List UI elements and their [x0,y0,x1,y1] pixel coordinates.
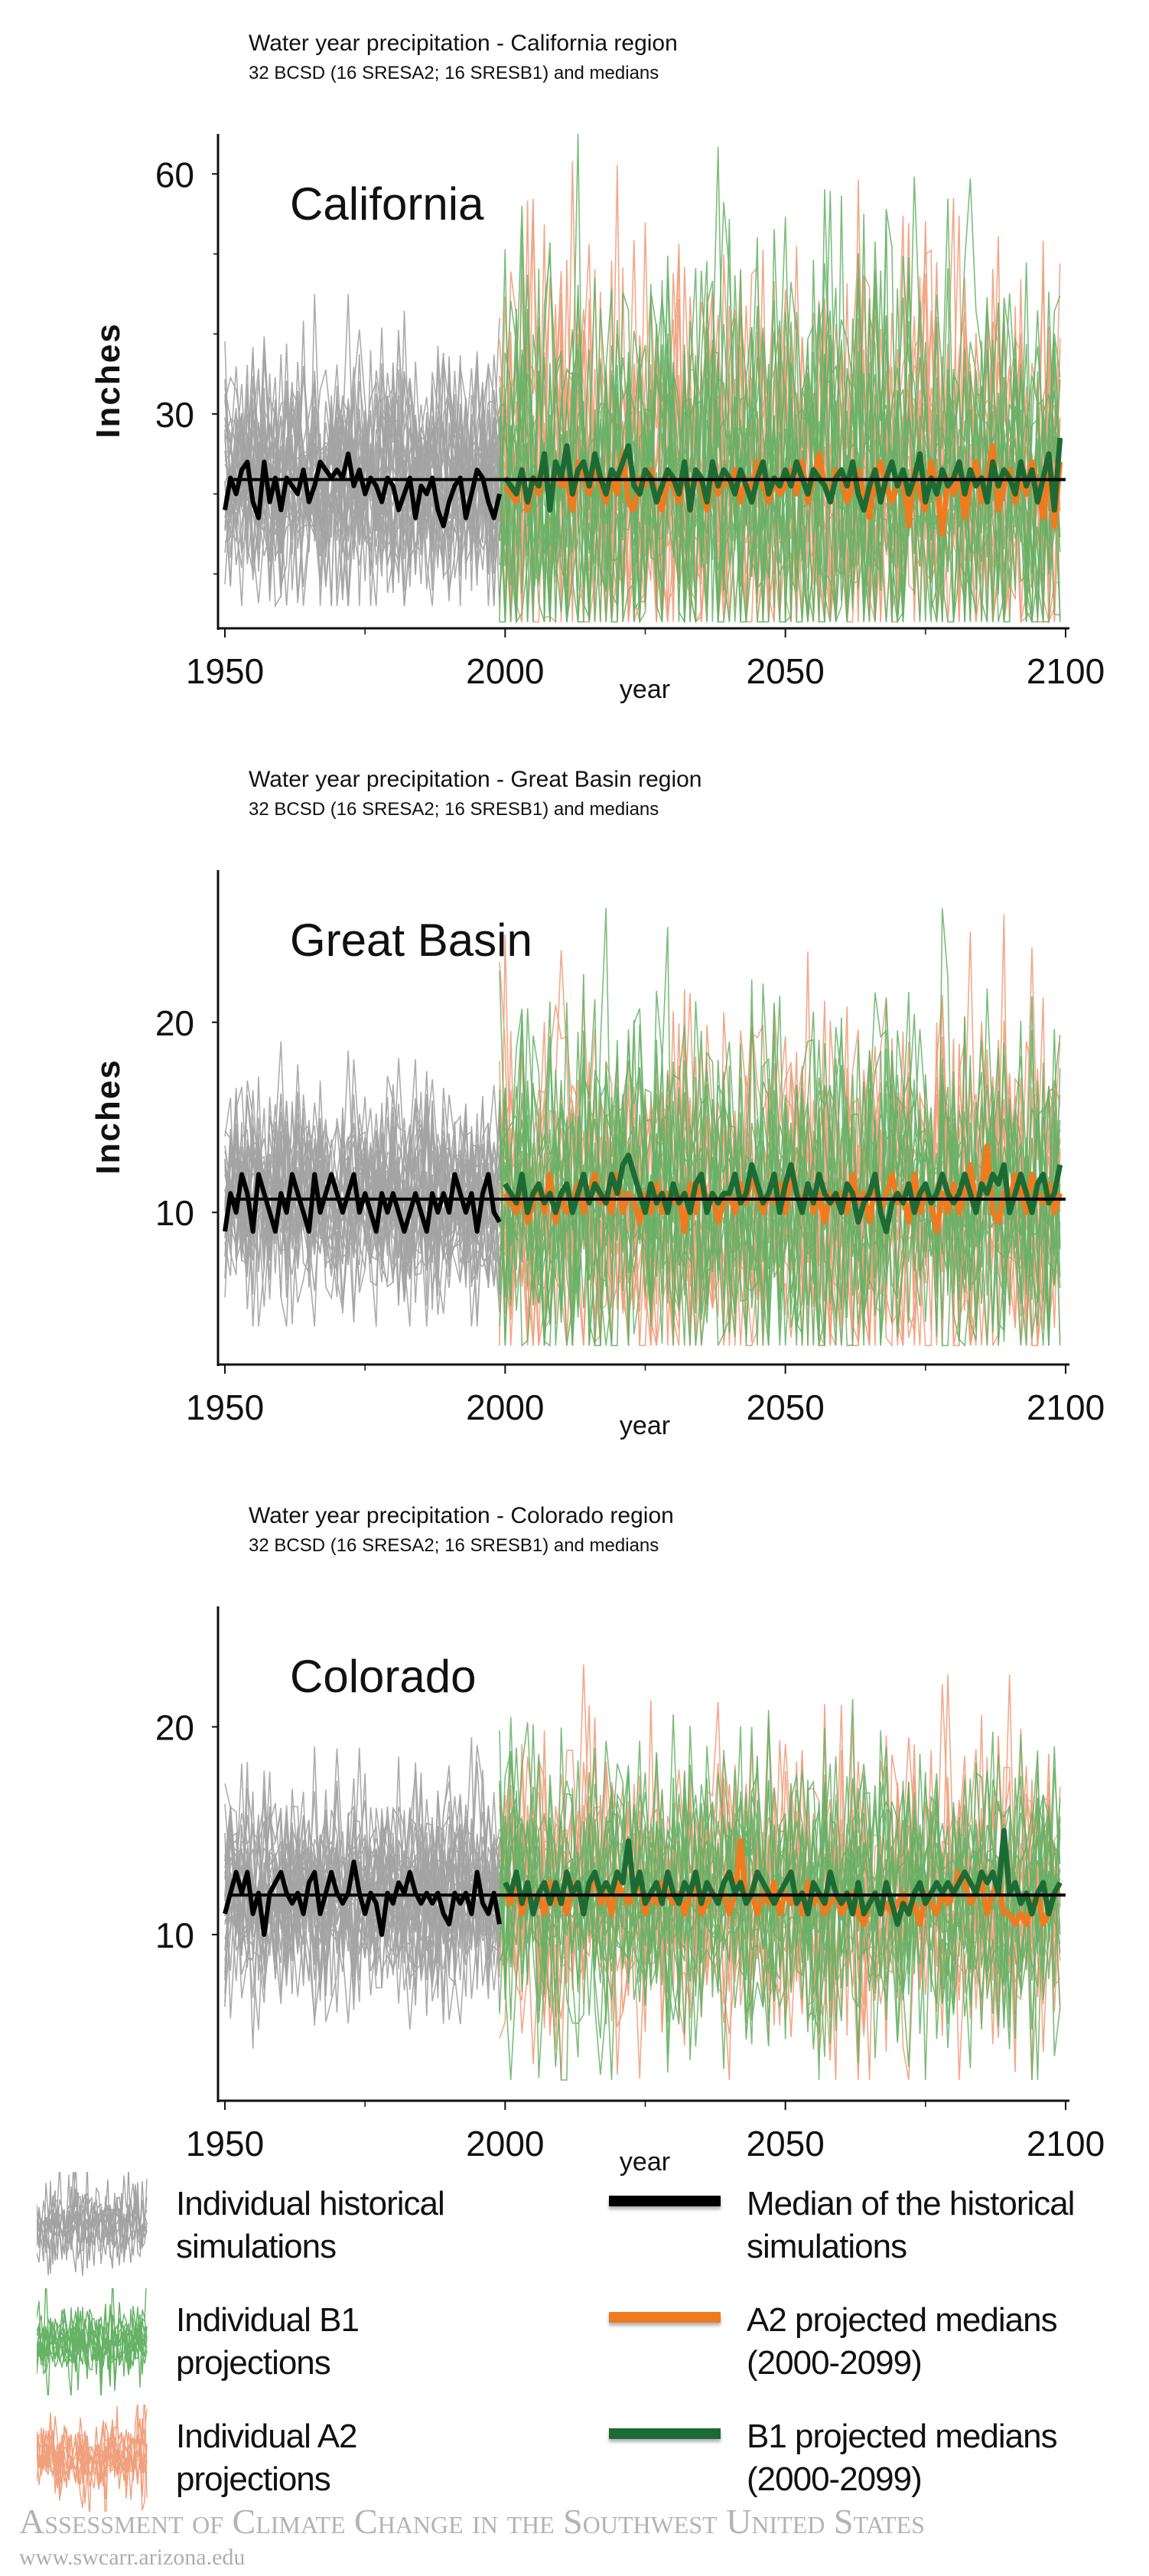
b1-projection-line [499,254,1061,623]
chart-subtitle: 32 BCSD (16 SRESA2; 16 SRESB1) and media… [249,63,659,83]
y-tick-label: 20 [155,1707,194,1747]
legend-label-line2: simulations [747,2228,907,2265]
y-tick-label: 20 [155,1003,194,1043]
region-label: Great Basin [290,915,532,966]
chart-title: Water year precipitation - Great Basin r… [249,767,702,792]
y-axis-label: Inches [90,1058,127,1174]
plot-california: 1950 2000 2050 2100 30 60 California Inches year [90,133,1105,704]
legend-label-line2: simulations [176,2228,337,2265]
x-axis-label: year [620,1411,670,1440]
legend-swatch-historical-median [609,2196,721,2206]
plot-colorado: 1950 2000 2050 2100 10 20 Colorado year [155,1606,1105,2177]
legend-label-line2: (2000-2099) [747,2344,923,2382]
a2-median-line [503,443,1063,537]
legend-swatch-b1-individual [37,2288,148,2395]
legend-item-b1-median: B1 projected medians (2000-2099) [747,2415,1058,2501]
b1-projection-line [499,1777,1061,2057]
y-tick-label: 30 [155,395,194,435]
legend-item-b1-individual: Individual B1 projections [176,2299,360,2385]
y-axis-label: Inches [90,322,127,438]
legend-item-historical-individual: Individual historical simulations [176,2183,445,2268]
x-axis-label: year [620,675,670,704]
region-label: California [290,178,484,230]
historical-simulation-line [224,1747,500,1981]
historical-simulation-line [224,1748,500,1991]
plot-great-basin: 1950 2000 2050 2100 10 20 Great Basin Inches yea… [90,870,1105,1440]
y-tick-label: 10 [155,1193,194,1233]
legend-label-line2: projections [176,2460,331,2498]
legend-swatch-b1-median [609,2428,721,2439]
x-tick-label: 2000 [466,651,544,691]
x-tick-label: 1950 [186,2124,264,2164]
b1-median-line [503,437,1063,513]
legend-item-a2-median: A2 projected medians (2000-2099) [747,2299,1058,2385]
b1-median-line [503,1828,1063,1927]
region-label: Colorado [290,1651,477,1702]
chart-title: Water year precipitation - California re… [249,31,678,56]
b1-projection-line [499,1699,1061,2080]
legend-swatch-line [37,2288,148,2375]
historical-median-line [223,1172,502,1234]
b1-projection-line [499,256,1061,624]
legend-swatch-line [37,2181,148,2263]
legend-swatch-line [37,2175,148,2266]
x-tick-label: 2050 [746,1387,824,1427]
x-tick-label: 2100 [1027,651,1105,691]
chart-panel-great-basin: Water year precipitation - Great Basin r… [0,736,1149,1472]
legend-item-historical-median: Median of the historical simulations [747,2183,1075,2268]
b1-projection-line [499,1760,1061,2080]
y-tick-label: 10 [155,1916,194,1955]
x-tick-label: 2000 [466,1387,544,1427]
legend-label-line1: Median of the historical [747,2185,1075,2222]
chart-title: Water year precipitation - Colorado regi… [249,1503,674,1528]
legend-label-line1: B1 projected medians [747,2418,1058,2455]
x-tick-label: 1950 [186,1387,264,1427]
b1-projection-line [499,979,1060,1346]
legend-label-line2: (2000-2099) [747,2460,923,2498]
legend-swatch-a2-median [609,2312,721,2323]
chart-subtitle: 32 BCSD (16 SRESA2; 16 SRESB1) and media… [249,1535,659,1556]
legend-swatch-line [37,2183,148,2273]
legend-label-line1: Individual B1 [176,2301,360,2339]
historical-simulation-line [224,1763,500,2027]
b1-projection-line [499,178,1060,623]
legend-swatch-line [37,2172,148,2274]
x-tick-label: 2050 [746,651,824,691]
historical-median-line [223,1859,502,1937]
x-tick-label: 2000 [466,2124,544,2164]
historical-simulation-line [224,1119,500,1327]
chart-subtitle: 32 BCSD (16 SRESA2; 16 SRESB1) and media… [249,799,659,820]
historical-simulation-line [224,373,500,585]
historical-median-line [223,452,502,529]
b1-projection-line [499,133,1061,623]
legend-swatch-line [37,2172,148,2265]
legend-swatch-line [37,2425,148,2499]
legend-label-line2: projections [176,2344,331,2382]
x-axis-label: year [620,2147,670,2177]
legend-label-line1: Individual historical [176,2185,445,2222]
y-tick-label: 60 [155,155,194,194]
legend-swatch-line [37,2288,148,2384]
legend-swatch-line [37,2307,148,2392]
x-tick-label: 2100 [1027,1387,1105,1427]
x-tick-label: 2100 [1027,2124,1105,2164]
watermark-title: Assessment of Climate Change in the Sout… [19,2502,925,2541]
chart-panel-california: Water year precipitation - California re… [0,0,1149,736]
legend-label-line1: A2 projected medians [747,2301,1058,2339]
chart-panel-colorado: Water year precipitation - Colorado regi… [0,1472,1149,2209]
legend-label-line1: Individual A2 [176,2418,358,2455]
watermark-url: www.swcarr.arizona.edu [19,2545,246,2570]
legend-swatch-line [37,2405,148,2500]
legend-swatch-a2-individual [37,2405,148,2512]
legend-swatch-line [37,2311,148,2379]
x-tick-label: 2050 [746,2124,824,2164]
historical-simulation-line [224,1801,500,1994]
legend-swatch-historical-individual [37,2172,148,2277]
legend-swatch-line [37,2172,148,2277]
legend-item-a2-individual: Individual A2 projections [176,2415,358,2501]
x-tick-label: 1950 [186,651,264,691]
